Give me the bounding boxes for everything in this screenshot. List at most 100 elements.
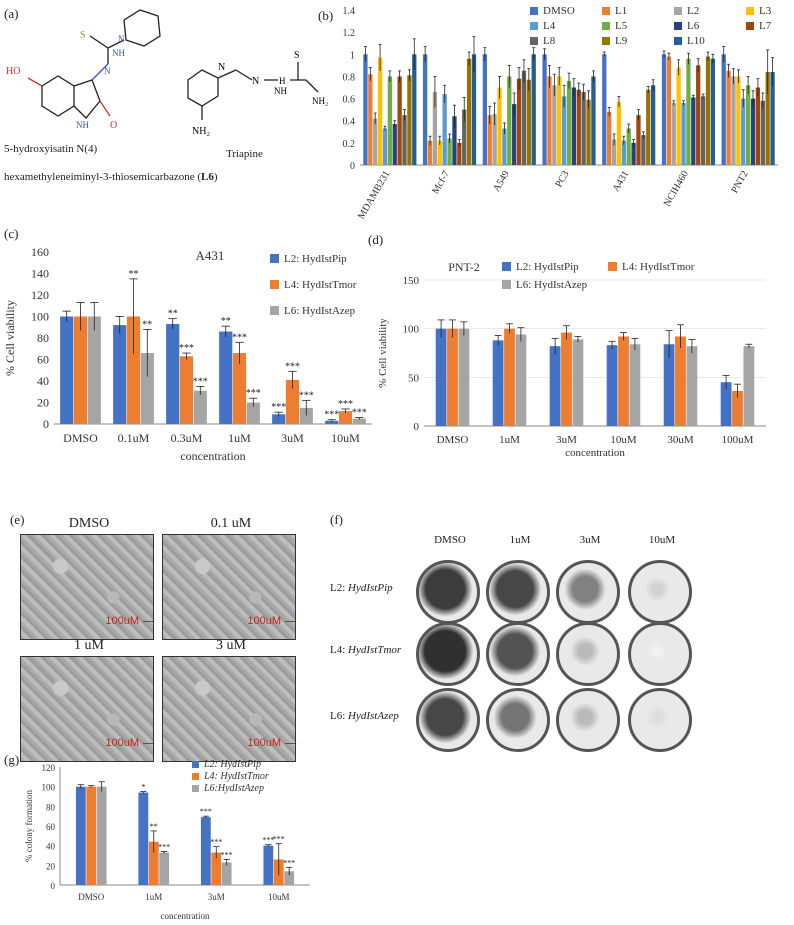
- bar: [75, 786, 86, 885]
- x-tick-label: 10uM: [331, 431, 360, 445]
- legend-swatch: [674, 37, 682, 45]
- bar: [363, 54, 368, 165]
- significance-label: ***: [285, 361, 300, 372]
- bar: [675, 336, 686, 426]
- bar: [458, 328, 470, 426]
- bar: [492, 114, 497, 165]
- bar: [591, 76, 596, 165]
- bar: [542, 54, 547, 165]
- bar: [741, 98, 746, 165]
- bar: [629, 344, 641, 426]
- bar: [586, 99, 591, 165]
- legend-swatch: [270, 306, 279, 315]
- bar: [447, 328, 458, 426]
- colony-row-label: L6: HydIstAzep: [330, 710, 399, 722]
- bar: [515, 334, 527, 426]
- x-tick-label: 10uM: [610, 434, 637, 446]
- x-tick-label: 0.1uM: [118, 431, 150, 445]
- legend-swatch: [602, 7, 610, 15]
- bar: [219, 331, 233, 424]
- bar: [526, 79, 531, 165]
- triapine-atom-n2: N: [252, 76, 259, 87]
- significance-label: ***: [283, 858, 295, 867]
- y-tick-label: 1.2: [343, 28, 356, 39]
- row-compound: HydIstPip: [348, 582, 393, 594]
- y-tick-label: 1.4: [343, 6, 356, 17]
- x-tick-label: 3uM: [281, 431, 304, 445]
- legend-label: L4: [543, 20, 556, 32]
- bar: [492, 340, 504, 426]
- bar: [618, 336, 629, 426]
- legend-label: L10: [687, 35, 705, 47]
- y-tick-label: 0.6: [343, 95, 356, 106]
- legend-swatch: [192, 785, 199, 792]
- bar: [736, 76, 741, 165]
- y-tick-label: 120: [42, 763, 56, 773]
- bar: [392, 124, 397, 165]
- micrograph-title: 0.1 uM: [210, 516, 252, 531]
- bar: [466, 58, 472, 165]
- x-tick-label: 100uM: [722, 434, 754, 446]
- bar: [696, 65, 701, 165]
- bar: [462, 109, 467, 165]
- caption-end: ): [213, 171, 218, 183]
- legend-label: L6: HydIstAzep: [284, 305, 356, 317]
- legend-label: L7: [759, 20, 772, 32]
- significance-label: ***: [200, 807, 212, 816]
- significance-label: **: [150, 822, 158, 831]
- legend-label: L5: [615, 20, 628, 32]
- significance-label: **: [168, 309, 178, 320]
- legend-label: L2: HydIstPip: [203, 759, 261, 770]
- colony-dish: [416, 622, 480, 686]
- colony-column-label: 10uM: [648, 534, 676, 546]
- bar: [705, 56, 711, 165]
- significance-label: ***: [158, 843, 170, 852]
- bar: [60, 316, 74, 424]
- bar: [179, 356, 194, 424]
- bar: [626, 128, 631, 165]
- y-tick-label: 120: [31, 288, 49, 302]
- y-tick-label: 50: [408, 372, 420, 384]
- legend-swatch: [530, 22, 538, 30]
- bar: [148, 841, 159, 885]
- bar: [616, 101, 622, 165]
- bar: [710, 58, 715, 165]
- atom-s: S: [80, 30, 86, 41]
- atom-n-hydrazone: N: [104, 66, 111, 76]
- y-tick-label: 0.4: [343, 117, 356, 128]
- legend-label: L1: [615, 5, 627, 17]
- bar: [507, 76, 512, 165]
- micrograph-title: 3 uM: [216, 638, 246, 653]
- atom-nh-ring: NH: [76, 120, 89, 130]
- legend-swatch: [270, 280, 279, 289]
- y-axis-title: % Cell viability: [377, 318, 389, 388]
- significance-label: **: [221, 316, 231, 327]
- legend-swatch: [530, 7, 538, 15]
- scale-bar-label: 100uM: [105, 615, 153, 627]
- x-tick-label: A431: [611, 169, 632, 194]
- bar: [621, 140, 626, 165]
- bar: [246, 402, 260, 424]
- colony-dish: [556, 688, 620, 752]
- x-tick-label: 1uM: [499, 434, 520, 446]
- bar: [566, 80, 572, 165]
- chart-c-a431: 0 20 40 60 80 100 120 140 160 DMSO 0.1uM ** ** 0.3uM *…: [3, 245, 372, 463]
- legend-swatch: [608, 262, 617, 271]
- bar: [770, 72, 775, 165]
- colony-dish: [556, 622, 620, 686]
- chart-title: PNT-2: [448, 260, 480, 274]
- x-tick-label: NCIH460: [662, 169, 691, 209]
- bar: [272, 414, 286, 424]
- micrograph-image: 100uM: [20, 656, 154, 762]
- bar: [373, 118, 378, 165]
- bar: [138, 792, 149, 885]
- bar: [200, 817, 211, 885]
- significance-label: ***: [271, 402, 286, 413]
- bar: [721, 54, 726, 165]
- bar: [338, 411, 353, 424]
- bar: [452, 116, 457, 165]
- bar: [432, 91, 438, 165]
- bar: [487, 115, 492, 165]
- bar: [96, 786, 107, 885]
- atom-n-ring: N: [118, 34, 125, 44]
